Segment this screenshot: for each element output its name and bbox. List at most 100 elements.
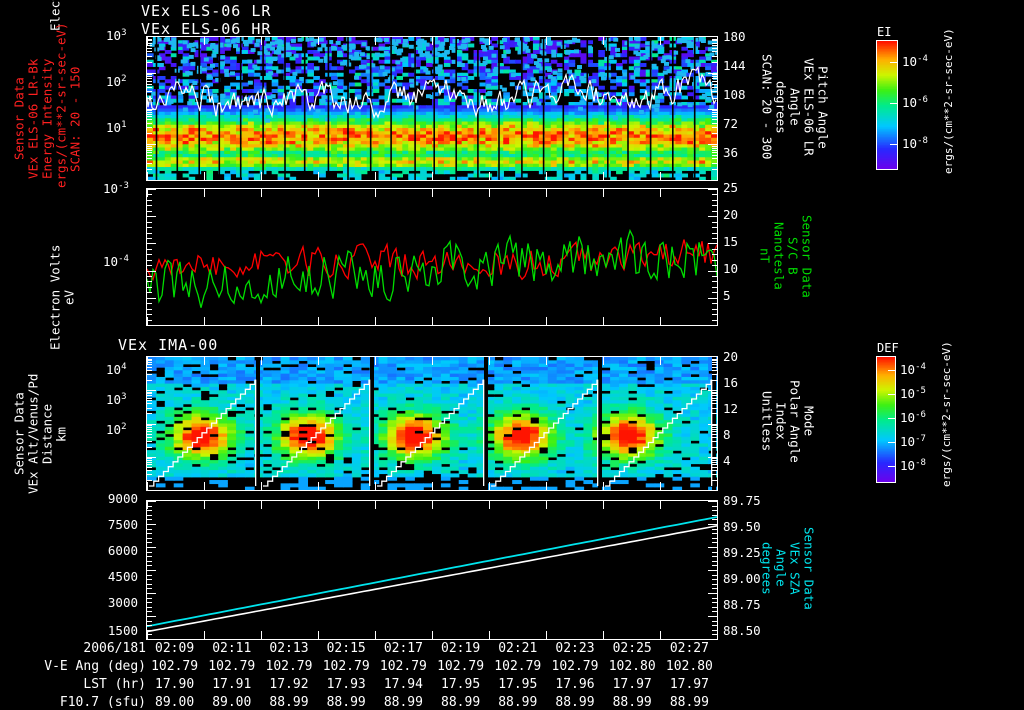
x-tick — [489, 189, 490, 197]
y-minor-tick — [712, 393, 717, 394]
y-minor-tick — [147, 542, 152, 543]
y-minor-tick — [147, 621, 152, 622]
y-minor-tick — [712, 163, 717, 164]
y-minor-tick — [712, 360, 717, 361]
y-minor-tick — [712, 76, 717, 77]
y-minor-tick — [712, 392, 717, 393]
y-minor-tick — [147, 325, 156, 326]
y-minor-tick — [147, 470, 152, 471]
panel4-ytick-2: 6000 — [82, 545, 138, 558]
y-minor-tick — [147, 222, 152, 223]
y-minor-tick — [712, 110, 717, 111]
panel3-left-label-1: eV — [64, 234, 77, 360]
y-minor-tick — [712, 194, 717, 195]
panel1-ytick-right-1: 144 — [723, 60, 746, 73]
panel1-ytick-right-2: 108 — [723, 89, 746, 102]
y-minor-tick — [147, 87, 152, 88]
x-tick — [489, 631, 490, 639]
y-minor-tick — [712, 529, 717, 530]
panel4-ytick-1: 7500 — [82, 519, 138, 532]
y-minor-tick — [708, 501, 717, 502]
x-tick — [660, 482, 661, 490]
y-minor-tick — [708, 639, 717, 640]
panel4-right-label-1: Angle — [774, 500, 787, 636]
y-minor-tick — [147, 287, 152, 288]
x-tick — [603, 482, 604, 490]
y-minor-tick — [147, 109, 156, 110]
y-minor-tick — [147, 431, 152, 432]
x-tick — [717, 631, 718, 639]
colorbar-def-ticklabel-3: 10-7 — [900, 435, 926, 449]
x-tick — [489, 482, 490, 490]
y-minor-tick — [147, 565, 152, 566]
y-minor-tick — [147, 547, 156, 548]
y-minor-tick — [708, 616, 717, 617]
y-minor-tick — [712, 556, 717, 557]
y-minor-tick — [147, 43, 152, 44]
x-tick — [318, 317, 319, 325]
panel4-ytick-right-4: 88.75 — [723, 599, 761, 612]
x-tick — [432, 631, 433, 639]
x-tick — [717, 501, 718, 509]
panel2-right-label-0: nT — [758, 190, 771, 322]
y-minor-tick — [712, 146, 717, 147]
x-tick — [546, 501, 547, 509]
x-tick — [375, 317, 376, 325]
y-minor-tick — [712, 362, 717, 363]
panel1-right-label-2: Angle — [788, 34, 801, 180]
y-minor-tick — [147, 519, 152, 520]
y-minor-tick — [712, 222, 717, 223]
y-minor-tick — [712, 413, 717, 414]
y-minor-tick — [712, 227, 717, 228]
colorbar-ei-tick — [890, 62, 898, 63]
x-tick — [546, 482, 547, 490]
y-minor-tick — [147, 437, 152, 438]
panel4-ytick-right-1: 89.50 — [723, 521, 761, 534]
y-minor-tick — [147, 359, 152, 360]
panel4-right-label-3: Sensor Data — [802, 500, 815, 636]
panel4-left-label-2: Distance — [42, 366, 55, 502]
y-minor-tick — [708, 547, 717, 548]
panel3-right-label-0: Unitless — [760, 356, 773, 486]
y-minor-tick — [147, 40, 152, 41]
y-minor-tick — [147, 180, 156, 181]
y-minor-tick — [712, 374, 717, 375]
y-minor-tick — [712, 87, 717, 88]
y-minor-tick — [147, 81, 152, 82]
panel2-right-label-3: Sensor Data — [800, 190, 813, 322]
y-minor-tick — [712, 437, 717, 438]
y-minor-tick — [712, 84, 717, 85]
panel3-left-label-0: Electron Volts — [50, 234, 63, 360]
y-minor-tick — [147, 434, 152, 435]
panel3-ytick-right-0: 20 — [723, 351, 738, 364]
x-tick — [204, 37, 205, 45]
y-minor-tick — [147, 314, 152, 315]
y-minor-tick — [708, 325, 717, 326]
x-tick — [717, 172, 718, 180]
y-minor-tick — [712, 533, 717, 534]
x-tick — [261, 37, 262, 45]
x-tick — [717, 317, 718, 325]
x-tick — [147, 482, 148, 490]
y-minor-tick — [712, 276, 717, 277]
y-minor-tick — [147, 303, 152, 304]
y-minor-tick — [147, 39, 152, 40]
y-minor-tick — [712, 561, 717, 562]
colorbar-ei — [876, 40, 898, 170]
colorbar-def-tick — [888, 442, 896, 443]
x-tick — [660, 37, 661, 45]
panel4-left-label-0: Sensor Data — [14, 366, 27, 502]
x-tick — [660, 501, 661, 509]
x-tick — [432, 172, 433, 180]
y-minor-tick — [147, 227, 152, 228]
y-minor-tick — [147, 447, 152, 448]
y-minor-tick — [147, 260, 152, 261]
x-tick — [546, 189, 547, 197]
x-tick — [489, 357, 490, 365]
y-minor-tick — [147, 74, 152, 75]
y-minor-tick — [712, 510, 717, 511]
y-minor-tick — [712, 370, 717, 371]
y-minor-tick — [712, 625, 717, 626]
panel2-left-label-4: SCAN: 20 - 150 — [70, 50, 83, 188]
y-minor-tick — [147, 78, 152, 79]
